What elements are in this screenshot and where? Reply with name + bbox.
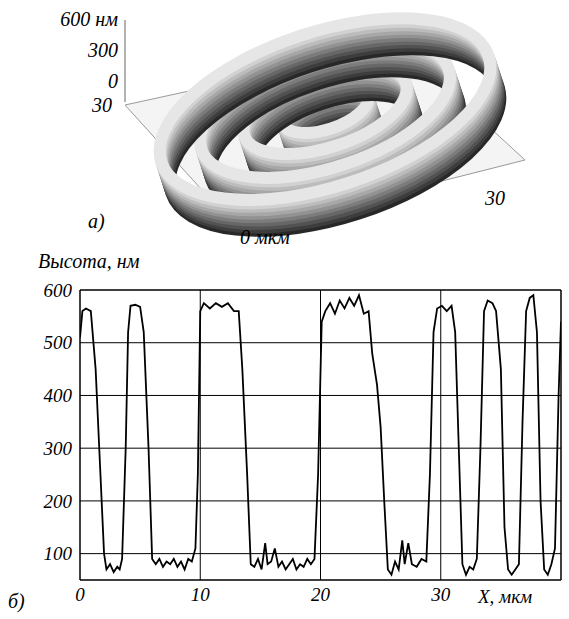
svg-text:0: 0 [75, 584, 85, 605]
svg-text:30: 30 [430, 584, 451, 605]
svg-text:300: 300 [43, 438, 73, 459]
svg-text:20: 20 [311, 584, 331, 605]
svg-text:600 нм: 600 нм [60, 8, 118, 30]
html-text:X, мкм: X, мкм [478, 586, 533, 607]
svg-text:500: 500 [44, 332, 73, 353]
svg-text:600: 600 [44, 280, 73, 301]
svg-text:200: 200 [44, 491, 73, 512]
svg-text:30: 30 [484, 187, 505, 209]
html-text:б): б) [8, 590, 25, 612]
svg-text:0 мкм: 0 мкм [240, 226, 290, 248]
svg-text:300: 300 [87, 39, 118, 61]
svg-text:10: 10 [191, 584, 211, 605]
html-text:Высота, нм: Высота, нм [38, 250, 140, 272]
svg-text:0: 0 [108, 70, 118, 92]
svg-text:100: 100 [44, 543, 73, 564]
svg-text:400: 400 [44, 385, 73, 406]
svg-text:30: 30 [91, 94, 112, 116]
svg-text:a): a) [88, 210, 105, 233]
